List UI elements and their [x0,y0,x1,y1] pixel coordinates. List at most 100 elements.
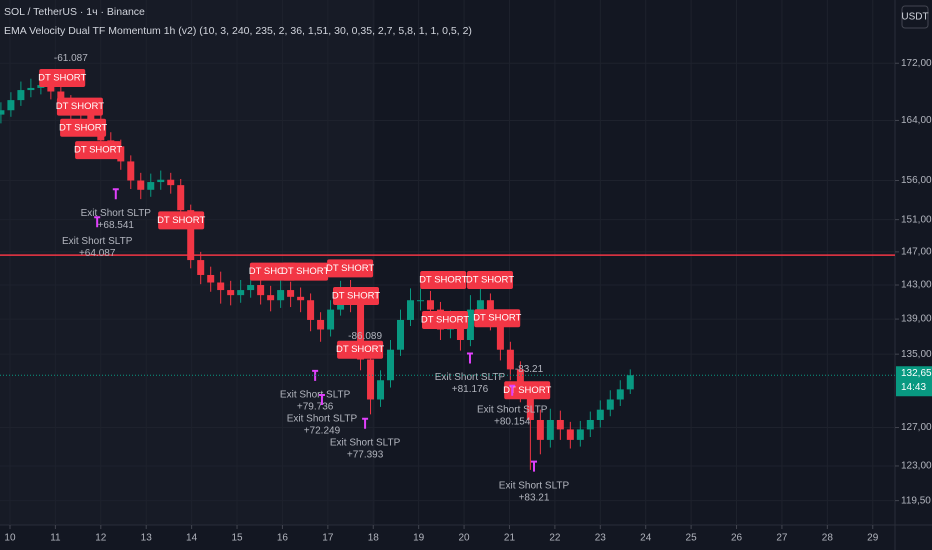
candle-body [147,182,155,190]
exit-label: Exit Short SLTP [280,390,351,401]
exit-label: Exit Short SLTP [477,404,548,415]
candle-body [606,399,614,410]
candle-body [406,300,414,320]
candle-body [367,359,375,400]
signal-label-box [420,270,467,289]
exit-pnl: +83.21 [519,492,550,503]
signal-label: DT SHORT [419,275,467,286]
candle-body [626,375,634,390]
candle-body [596,409,604,420]
y-tick-label: 127,00 [901,422,932,433]
y-tick-label: 147,00 [901,247,932,258]
exit-marker [312,369,319,381]
x-tick-label: 11 [50,533,61,544]
candle-body [416,300,424,302]
y-tick-label: 143,00 [901,280,932,291]
candle-body [456,319,464,341]
exit-pnl: +80.154 [494,416,531,427]
signal-label-box [504,381,551,400]
signal-label-box [60,118,107,137]
last-price-label: 132,65 [901,368,932,379]
signal-label: DT SHORT [281,266,329,277]
y-tick-label: 135,00 [901,349,932,360]
signal-label: DT SHORT [249,266,297,277]
exit-label: Exit Short SLTP [62,236,133,247]
candle-body [277,290,285,301]
candle-body [257,285,265,296]
exit-marker [112,188,119,200]
currency-box[interactable] [901,5,929,29]
y-tick-label: 119,50 [901,495,931,506]
candle-body [317,319,325,330]
y-tick-label: 164,00 [901,115,932,126]
exit-marker [362,417,369,429]
signal-label-box [75,141,122,160]
x-tick-label: 12 [95,533,107,544]
signal-label: DT SHORT [332,290,380,301]
signal-label-box [56,97,103,116]
candle-body [426,300,434,310]
signal-label: DT SHORT [157,215,205,226]
exit-label: Exit Short SLTP [287,414,358,425]
candle-body [7,100,15,111]
indicator-title: EMA Velocity Dual TF Momentum 1h (v2) (1… [4,25,472,37]
x-tick-label: 15 [231,533,243,544]
candle-body [556,419,564,430]
candle-body [27,87,35,91]
session-shade [0,0,375,525]
x-tick-label: 10 [4,533,16,544]
signal-label: DT SHORT [421,314,469,325]
signal-label: DT SHORT [38,73,86,84]
candle-body [127,161,135,181]
signal-label-box [39,68,86,87]
signal-label: DT SHORT [56,101,104,112]
candle-body [17,90,25,101]
candle-body [57,91,65,103]
candle-body [47,85,55,92]
x-tick-label: 18 [368,533,380,544]
signal-label-box [327,259,374,278]
candle-body [586,419,594,430]
candle-body [207,274,215,283]
candle-body [476,300,484,310]
exit-label: Exit Short SLTP [499,480,570,491]
candle-body [227,290,235,296]
y-tick-label: 172,00 [901,58,932,69]
candle-body [0,110,5,115]
x-tick-label: 24 [640,533,652,544]
exit-pnl: +72.249 [304,426,341,437]
x-tick-label: 25 [686,533,698,544]
y-tick-label: 156,00 [901,175,932,186]
x-tick-label: 29 [867,533,879,544]
signal-label-box [337,340,384,359]
candle-body [466,309,474,341]
x-tick-label: 28 [822,533,834,544]
signal-label: DT SHORT [473,313,521,324]
x-tick-label: 17 [322,533,334,544]
exit-marker [466,352,473,364]
signal-label: DT SHORT [336,344,384,355]
candle-body [137,180,145,190]
x-tick-label: 22 [549,533,561,544]
signal-label: DT SHORT [503,385,551,396]
exit-marker [509,384,516,396]
exit-label: Exit Short SLTP [81,208,152,219]
exit-marker [94,216,101,228]
note-label: -86.089 [348,331,382,342]
signal-label-box [474,309,521,328]
candle-body [247,285,255,291]
y-tick-label: 151,00 [901,214,932,225]
candle-body [177,185,185,211]
candle-body [377,380,385,400]
candle-body [297,296,305,301]
signal-label: DT SHORT [326,263,374,274]
candle-body [217,282,225,291]
candle-body [307,300,315,320]
exit-pnl: +81.176 [452,384,489,395]
candle-body [526,389,534,420]
x-tick-label: 19 [413,533,425,544]
x-tick-label: 27 [776,533,788,544]
signal-label-box [158,211,205,230]
exit-pnl: +79.736 [297,402,334,413]
